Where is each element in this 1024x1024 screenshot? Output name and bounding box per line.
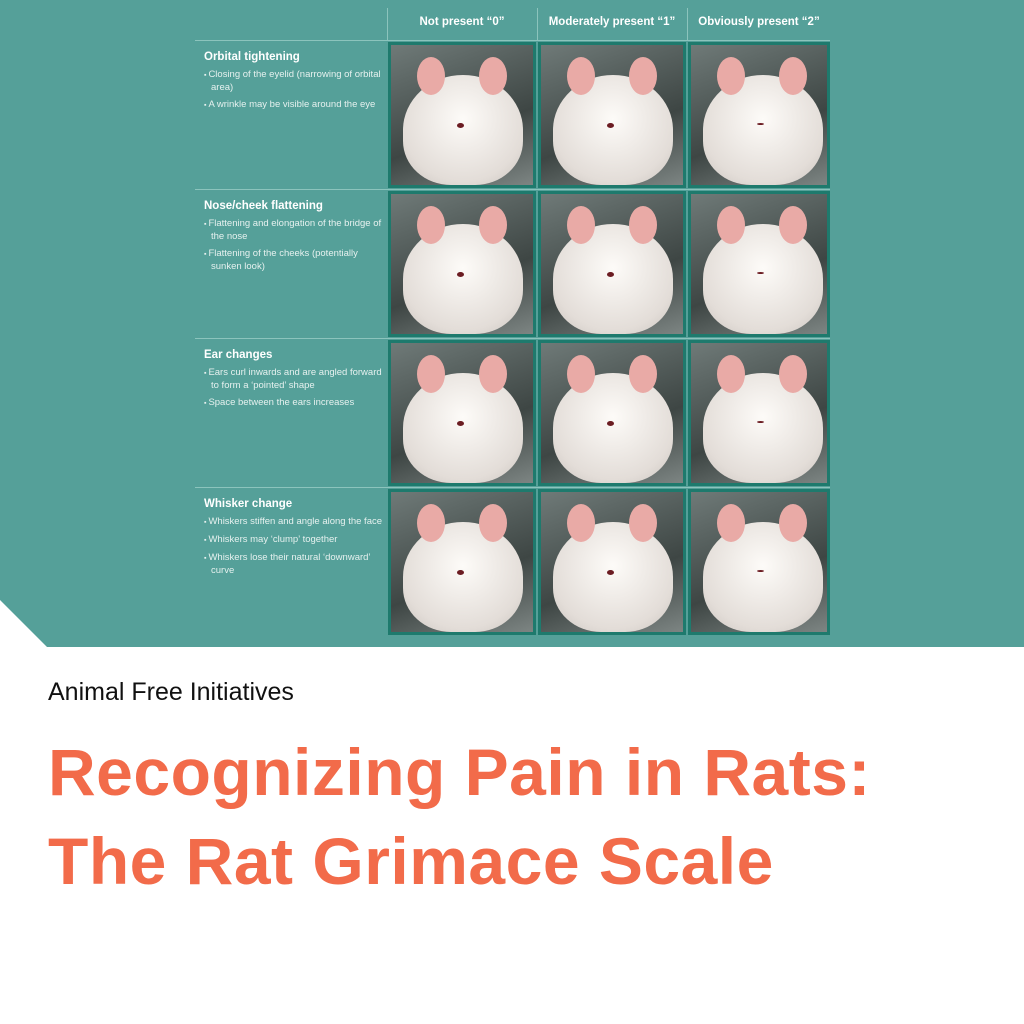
column-header: Not present “0” xyxy=(419,16,505,28)
rat-body xyxy=(703,522,823,632)
rat-eye xyxy=(757,123,764,125)
rat-ear xyxy=(417,57,445,95)
rat-ear xyxy=(567,57,595,95)
rat-photo xyxy=(538,42,686,188)
rat-photo xyxy=(538,191,686,337)
bullet-item: A wrinkle may be visible around the eye xyxy=(204,99,384,112)
bullet-item: Whiskers lose their natural ‘downward’ c… xyxy=(204,552,384,577)
rat-ear xyxy=(479,504,507,542)
row-bullets: Closing of the eyelid (narrowing of orbi… xyxy=(204,69,384,112)
column-header: Moderately present “1” xyxy=(548,16,676,28)
rat-eye xyxy=(757,570,764,572)
rat-photo xyxy=(538,340,686,486)
rat-eye xyxy=(457,570,464,575)
rat-body xyxy=(703,224,823,334)
rat-ear xyxy=(717,504,745,542)
rat-photo xyxy=(688,340,830,486)
rat-body xyxy=(403,75,523,185)
rat-body xyxy=(553,75,673,185)
bullet-item: Space between the ears increases xyxy=(204,397,384,410)
rat-ear xyxy=(629,206,657,244)
column-header: Obviously present “2” xyxy=(698,16,820,28)
rat-body xyxy=(703,75,823,185)
rat-ear xyxy=(629,504,657,542)
rat-ear xyxy=(779,355,807,393)
rat-photo xyxy=(388,340,536,486)
rat-photo xyxy=(388,42,536,188)
rat-photo xyxy=(688,489,830,635)
row-divider xyxy=(195,40,830,41)
rat-ear xyxy=(629,57,657,95)
rat-ear xyxy=(717,206,745,244)
row-divider xyxy=(195,189,830,190)
column-divider xyxy=(387,8,388,40)
bullet-item: Whiskers may ‘clump’ together xyxy=(204,534,384,547)
rat-ear xyxy=(629,355,657,393)
rat-body xyxy=(403,224,523,334)
rat-photo xyxy=(388,489,536,635)
row-label: Nose/cheek flattening Flattening and elon… xyxy=(204,200,384,278)
rat-ear xyxy=(567,206,595,244)
organization-name: Animal Free Initiatives xyxy=(48,678,294,706)
rat-photo xyxy=(688,42,830,188)
row-label: Whisker change Whiskers stiffen and angle… xyxy=(204,498,384,582)
rat-ear xyxy=(779,206,807,244)
rat-eye xyxy=(607,421,614,426)
rat-body xyxy=(553,522,673,632)
rat-ear xyxy=(479,206,507,244)
rat-ear xyxy=(779,57,807,95)
rat-photo xyxy=(388,191,536,337)
rat-eye xyxy=(457,272,464,277)
rat-body xyxy=(403,373,523,483)
rat-ear xyxy=(717,355,745,393)
rat-eye xyxy=(607,272,614,277)
column-divider xyxy=(537,8,538,40)
rat-body xyxy=(703,373,823,483)
rat-eye xyxy=(607,570,614,575)
rat-ear xyxy=(417,206,445,244)
bullet-item: Closing of the eyelid (narrowing of orbi… xyxy=(204,69,384,94)
row-bullets: Ears curl inwards and are angled forward… xyxy=(204,367,384,410)
row-title: Whisker change xyxy=(204,498,293,510)
rat-photo xyxy=(688,191,830,337)
rat-eye xyxy=(757,421,764,423)
rat-eye xyxy=(457,123,464,128)
bullet-item: Ears curl inwards and are angled forward… xyxy=(204,367,384,392)
row-label: Orbital tightening Closing of the eyelid … xyxy=(204,51,384,117)
rat-ear xyxy=(567,355,595,393)
row-bullets: Flattening and elongation of the bridge … xyxy=(204,218,384,273)
row-title: Ear changes xyxy=(204,349,273,361)
rat-body xyxy=(553,224,673,334)
row-divider xyxy=(195,338,830,339)
rat-body xyxy=(553,373,673,483)
rat-ear xyxy=(417,355,445,393)
bullet-item: Flattening and elongation of the bridge … xyxy=(204,218,384,243)
rat-ear xyxy=(779,504,807,542)
rat-ear xyxy=(717,57,745,95)
rat-ear xyxy=(417,504,445,542)
column-divider xyxy=(687,8,688,40)
bullet-item: Flattening of the cheeks (potentially su… xyxy=(204,248,384,273)
rat-eye xyxy=(607,123,614,128)
page-title: Recognizing Pain in Rats: The Rat Grimac… xyxy=(48,735,871,898)
rat-photo xyxy=(538,489,686,635)
row-bullets: Whiskers stiffen and angle along the fac… xyxy=(204,516,384,577)
row-title: Orbital tightening xyxy=(204,51,300,63)
rat-ear xyxy=(479,57,507,95)
row-divider xyxy=(195,487,830,488)
rat-eye xyxy=(457,421,464,426)
rat-ear xyxy=(567,504,595,542)
rat-eye xyxy=(757,272,764,274)
bullet-item: Whiskers stiffen and angle along the fac… xyxy=(204,516,384,529)
rat-ear xyxy=(479,355,507,393)
row-label: Ear changes Ears curl inwards and are ang… xyxy=(204,349,384,415)
row-title: Nose/cheek flattening xyxy=(204,200,323,212)
rat-body xyxy=(403,522,523,632)
